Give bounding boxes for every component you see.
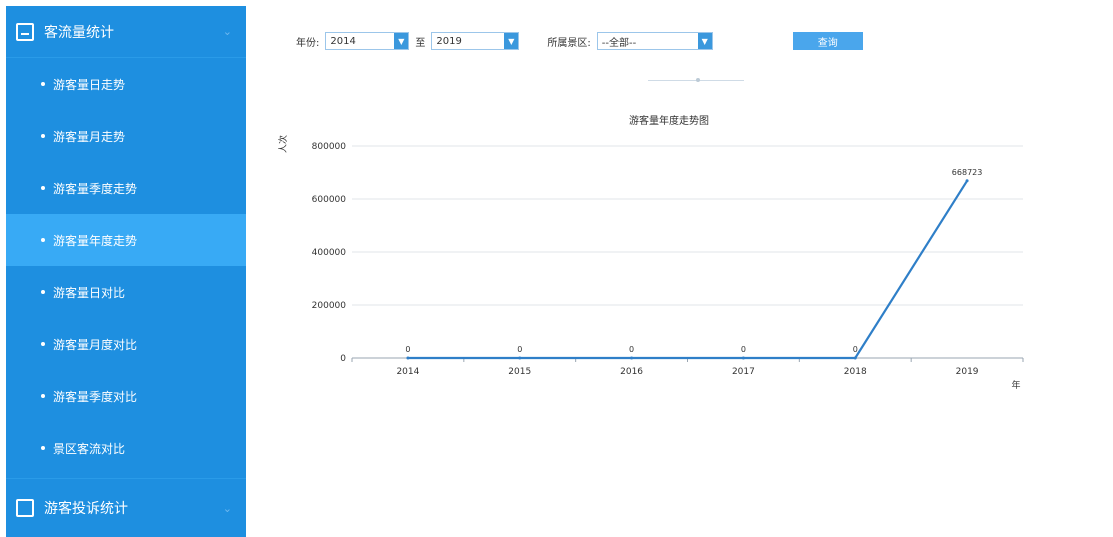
scenic-value: --全部--	[601, 37, 637, 49]
end-year-value: 2019	[436, 35, 462, 47]
sidebar-item-quarterly-trend[interactable]: 游客量季度走势	[6, 162, 246, 214]
start-year-value: 2014	[330, 35, 356, 47]
bullet-icon	[41, 446, 45, 450]
filter-bar: 年份: 2014 ▼ 至 2019 ▼ 所属景区: --全部-- ▼ 查询	[296, 30, 863, 52]
sidebar-item-label: 游客量日对比	[53, 285, 126, 300]
query-button[interactable]: 查询	[792, 32, 863, 50]
sidebar-group-label: 游客投诉统计	[44, 501, 128, 517]
y-tick-label: 600000	[312, 195, 347, 205]
y-axis-label: 人次	[277, 135, 289, 153]
report-icon	[16, 22, 34, 41]
x-tick-label: 2018	[844, 367, 867, 377]
sidebar-item-label: 游客量月走势	[53, 129, 126, 144]
sidebar-item-label: 景区客流对比	[53, 441, 126, 456]
bullet-icon	[41, 394, 45, 398]
main-panel: 年份: 2014 ▼ 至 2019 ▼ 所属景区: --全部-- ▼ 查询 游客…	[246, 6, 1107, 537]
data-label: 0	[405, 345, 410, 354]
bullet-icon	[41, 342, 45, 346]
chevron-icon: ⌄	[222, 501, 232, 515]
scenic-select[interactable]: --全部-- ▼	[596, 32, 713, 50]
bullet-icon	[41, 82, 45, 86]
x-tick-label: 2016	[620, 367, 643, 377]
data-point[interactable]	[853, 356, 857, 360]
data-point[interactable]	[630, 356, 634, 360]
y-tick-label: 0	[340, 354, 346, 364]
sidebar-item-monthly-compare[interactable]: 游客量月度对比	[6, 318, 246, 370]
dropdown-arrow-icon: ▼	[394, 33, 409, 49]
x-tick-label: 2014	[396, 367, 419, 377]
chart-title: 游客量年度走势图	[629, 114, 709, 127]
sidebar-item-label: 游客量季度走势	[53, 181, 138, 196]
report-icon	[16, 499, 34, 517]
sidebar-group-complaint-stats[interactable]: 游客投诉统计 ⌄	[6, 478, 246, 537]
sidebar-item-daily-trend[interactable]: 游客量日走势	[6, 58, 246, 110]
data-label: 0	[853, 345, 858, 354]
sidebar: 客流量统计 ⌄ 游客量日走势 游客量月走势 游客量季度走势 游客量年度走势 游客…	[6, 6, 246, 537]
series-line	[407, 180, 969, 360]
sidebar-item-label: 游客量月度对比	[53, 337, 138, 352]
x-tick-label: 2017	[732, 367, 755, 377]
dropdown-arrow-icon: ▼	[504, 33, 519, 49]
start-year-select[interactable]: 2014 ▼	[325, 32, 410, 50]
bullet-icon	[41, 186, 45, 190]
yearly-trend-chart: 游客量年度走势图 人次 年 0 200000 400000 600000 800000 2…	[277, 114, 1024, 391]
sidebar-item-label: 游客量年度走势	[53, 233, 138, 248]
y-tick-label: 800000	[312, 142, 347, 152]
y-tick-label: 400000	[312, 248, 347, 258]
data-point[interactable]	[406, 356, 410, 360]
x-tick-label: 2019	[956, 367, 979, 377]
year-label: 年份:	[296, 37, 320, 49]
bullet-icon	[41, 290, 45, 294]
dropdown-arrow-icon: ▼	[697, 33, 712, 49]
bullet-icon	[41, 238, 45, 242]
sidebar-item-quarterly-compare[interactable]: 游客量季度对比	[6, 370, 246, 422]
chart-zoom-handle[interactable]	[696, 78, 700, 82]
sidebar-item-daily-compare[interactable]: 游客量日对比	[6, 266, 246, 318]
sidebar-group-label: 客流量统计	[44, 24, 114, 41]
chevron-icon: ⌄	[222, 25, 232, 38]
scenic-label: 所属景区:	[547, 37, 591, 49]
to-label: 至	[415, 37, 426, 49]
data-label: 0	[517, 345, 522, 354]
x-tick-label: 2015	[508, 367, 531, 377]
y-tick-label: 200000	[312, 301, 347, 311]
sidebar-item-scenic-compare[interactable]: 景区客流对比	[6, 422, 246, 474]
data-point[interactable]	[741, 356, 745, 360]
data-point[interactable]	[518, 356, 522, 360]
data-label: 668723	[952, 168, 983, 177]
sidebar-item-label: 游客量季度对比	[53, 389, 138, 404]
x-axis-label: 年	[1011, 379, 1020, 391]
data-label: 0	[741, 345, 746, 354]
data-point[interactable]	[965, 179, 969, 183]
data-label: 0	[629, 345, 634, 354]
sidebar-group-visitor-stats[interactable]: 客流量统计 ⌄	[6, 6, 246, 58]
sidebar-item-monthly-trend[interactable]: 游客量月走势	[6, 110, 246, 162]
sidebar-item-label: 游客量日走势	[53, 77, 126, 92]
bullet-icon	[41, 134, 45, 138]
sidebar-item-yearly-trend[interactable]: 游客量年度走势	[6, 214, 246, 266]
end-year-select[interactable]: 2019 ▼	[431, 32, 520, 50]
